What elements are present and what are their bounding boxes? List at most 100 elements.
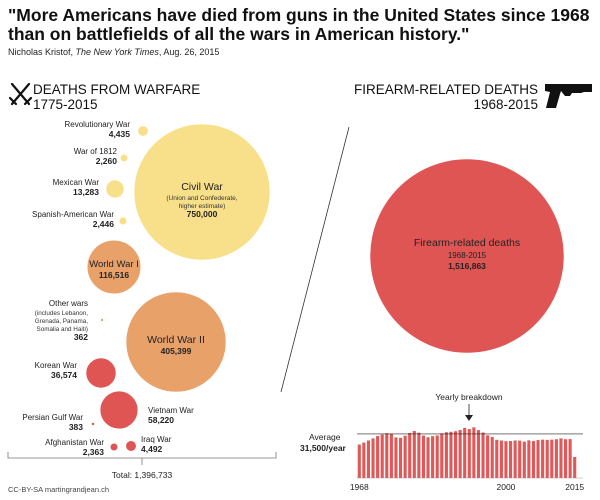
bar-1987	[444, 432, 448, 478]
bar-1975	[389, 433, 393, 478]
bubble-value-civil-war: 750,000	[187, 209, 218, 219]
bar-2014	[568, 439, 572, 478]
bar-1997	[490, 436, 494, 478]
bar-2012	[559, 438, 563, 478]
bar-2006	[531, 441, 536, 478]
bar-2005	[527, 440, 531, 478]
bar-1973	[380, 434, 384, 478]
bubble-firearm-related-deaths	[370, 159, 564, 353]
bar-1993	[472, 427, 476, 478]
bar-1968	[357, 444, 361, 478]
bubble-korean-war	[85, 357, 117, 389]
attribution-author: Nicholas Kristof,	[8, 47, 74, 57]
bubble-value-revolutionary-war: 4,435	[109, 129, 131, 139]
bubble-label-war-of-1812: War of 1812	[74, 147, 118, 156]
bar-1979	[408, 432, 412, 478]
credit-text: CC-BY-SA martingrandjean.ch	[8, 485, 110, 494]
bar-1977	[398, 437, 403, 478]
bar-1998	[495, 439, 499, 478]
bubble-value-persian-gulf-war: 383	[69, 422, 83, 432]
bubble-spanish-american-war	[118, 216, 128, 226]
bar-2002	[513, 440, 517, 478]
bar-2000	[504, 441, 508, 478]
bar-2009	[545, 439, 549, 478]
bubble-value-war-of-1812: 2,260	[96, 156, 118, 166]
bubble-vietnam-war	[99, 390, 139, 430]
right-section-title: FIREARM-RELATED DEATHS 1968-2015	[354, 82, 538, 112]
bubble-value-mexican-war: 13,283	[73, 187, 99, 197]
bubble-label-vietnam-war: Vietnam War	[148, 406, 194, 415]
bubble-note-civil-war: higher estimate)	[179, 203, 226, 210]
tick-label-2000: 2000	[496, 482, 515, 492]
attribution-date: , Aug. 26, 2015	[158, 47, 220, 57]
bubble-value-firearm: 1,516,863	[448, 261, 486, 271]
bubble-afghanistan-war	[109, 442, 119, 452]
bar-1991	[463, 427, 467, 478]
annotation-arrow	[465, 415, 473, 421]
bar-1995	[481, 432, 485, 478]
page-title: "More Americans have died from guns in t…	[8, 5, 590, 44]
bar-1972	[376, 436, 380, 478]
bar-1982	[421, 435, 426, 478]
right-section-subtitle: 1968-2015	[473, 97, 538, 112]
tick-label-2015: 2015	[565, 482, 584, 492]
bubble-war-of-1812	[119, 153, 129, 163]
divider-line	[280, 126, 350, 393]
bar-1992	[467, 429, 471, 478]
bubble-label-spanish-american-war: Spanish-American War	[32, 210, 114, 219]
bubble-label-world-war-ii: World War II	[147, 334, 205, 346]
bar-1999	[499, 440, 503, 478]
bar-1994	[476, 430, 481, 478]
crossed-swords-icon	[8, 82, 33, 106]
bar-1969	[362, 442, 366, 478]
bar-2013	[563, 439, 568, 478]
bubble-value-world-war-ii: 405,399	[161, 346, 192, 356]
bubble-label-firearm: Firearm-related deaths	[414, 237, 520, 249]
bar-1984	[431, 436, 435, 478]
bubble-label-iraq-war: Iraq War	[141, 435, 172, 444]
bubble-mexican-war	[105, 179, 125, 199]
bubble-label-korean-war: Korean War	[35, 361, 78, 370]
bubble-label-revolutionary-war: Revolutionary War	[64, 120, 130, 129]
bubble-civil-war	[133, 123, 271, 261]
bubble-other-wars	[100, 318, 104, 322]
bar-1981	[417, 432, 421, 478]
bar-1970	[366, 440, 371, 478]
total-label: Total: 1,396,733	[112, 470, 173, 480]
bar-2011	[554, 439, 558, 478]
bubble-world-war-ii	[125, 291, 227, 393]
bubble-note-other-wars: (includes Lebanon,	[35, 310, 88, 317]
bubble-value-other-wars: 362	[74, 332, 88, 342]
average-label: Average	[309, 432, 341, 442]
bubble-value-vietnam-war: 58,220	[148, 415, 174, 425]
left-section-title: DEATHS FROM WARFARE 1775-2015	[33, 82, 200, 112]
bar-2003	[518, 440, 522, 478]
bar-2004	[522, 441, 526, 478]
bubble-label-mexican-war: Mexican War	[53, 178, 100, 187]
right-section-heading: FIREARM-RELATED DEATHS	[353, 82, 538, 97]
bubble-iraq-war	[125, 440, 137, 452]
bar-1988	[449, 431, 453, 478]
left-section-heading: DEATHS FROM WARFARE	[33, 82, 201, 97]
bubble-value-world-war-i: 116,516	[99, 270, 130, 280]
attribution: Nicholas Kristof, The New York Times, Au…	[8, 47, 219, 57]
bar-1986	[440, 433, 444, 478]
bubble-label-world-war-i: World War I	[89, 259, 139, 270]
bubble-period-firearm: 1968-2015	[448, 251, 487, 260]
bar-1989	[453, 431, 458, 478]
bar-2015	[573, 457, 577, 478]
attribution-publication: The New York Times	[75, 47, 159, 57]
average-value: 31,500/year	[300, 443, 347, 453]
bar-1974	[385, 433, 389, 478]
bubble-label-persian-gulf-war: Persian Gulf War	[22, 413, 83, 422]
bubble-note-civil-war: (Union and Confederate,	[166, 195, 237, 202]
yearly-breakdown-label: Yearly breakdown	[435, 392, 503, 402]
bar-2007	[536, 440, 540, 478]
bar-1971	[371, 438, 375, 478]
bubble-note-other-wars: Grenada, Panama,	[35, 318, 88, 325]
bar-1983	[426, 437, 430, 478]
bubble-label-civil-war: Civil War	[181, 181, 223, 193]
bar-1980	[412, 430, 416, 478]
bar-1985	[435, 435, 439, 478]
